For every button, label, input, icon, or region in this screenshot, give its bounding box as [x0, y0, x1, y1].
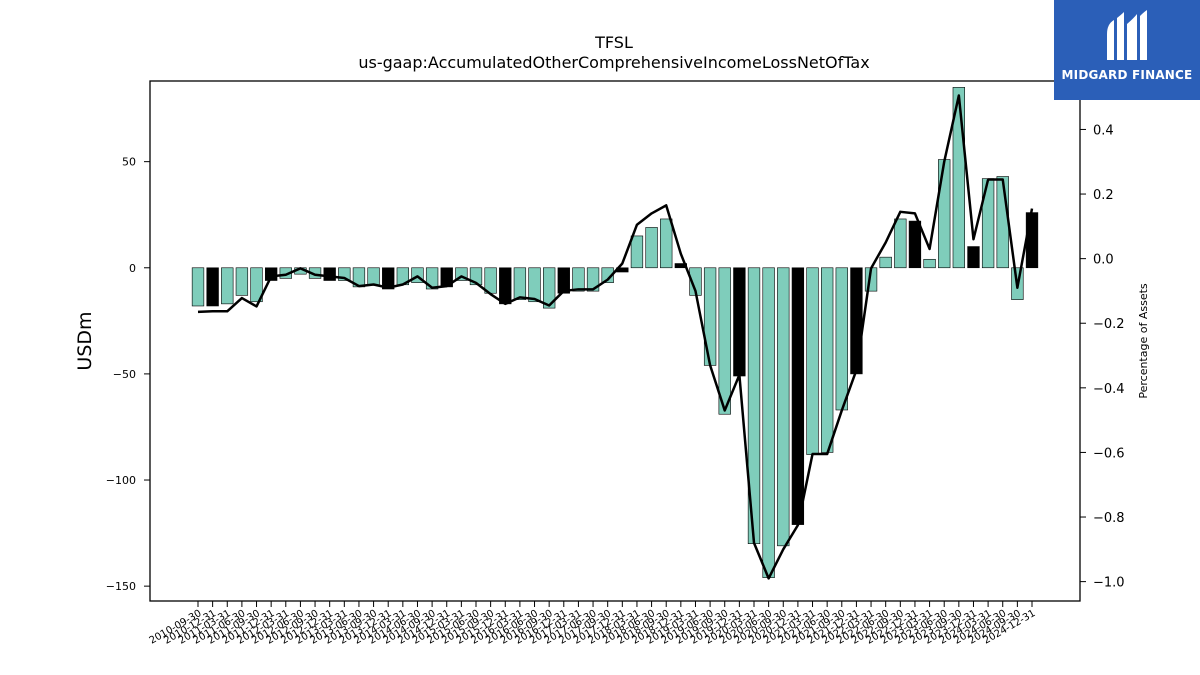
logo-mark-icon [1107, 10, 1147, 60]
bar-2021-03-31 [806, 267, 819, 455]
bar-2018-06-30 [645, 227, 658, 269]
bar-2015-12-31 [499, 267, 512, 305]
bar-2019-09-30 [718, 267, 731, 415]
bar-2011-09-30 [250, 267, 263, 303]
bar-2016-03-31 [513, 267, 527, 300]
y-right-tick-label: 0.2 [1093, 188, 1114, 203]
bar-2015-06-30 [469, 267, 483, 286]
y-right-tick-label: −0.2 [1093, 317, 1125, 332]
chart-title: TFSL [594, 33, 633, 52]
bar-2011-12-31 [265, 267, 278, 281]
bar-2016-09-30 [543, 267, 556, 309]
plot-frame [149, 80, 1081, 602]
y-axis-right-label: Percentage of Assets [1137, 283, 1150, 399]
bar-2020-06-30 [762, 267, 775, 578]
bar-2024-06-30 [996, 176, 1009, 269]
y-tick-label: −150 [106, 580, 136, 593]
logo-text: MIDGARD FINANCE [1061, 68, 1193, 82]
y-tick-label: −50 [113, 368, 136, 381]
bar-2011-03-31 [221, 267, 234, 305]
y-tick-label: −100 [106, 474, 136, 487]
bar-2022-12-31 [908, 220, 922, 269]
bar-2018-09-30 [660, 218, 673, 269]
bar-2014-09-30 [425, 267, 439, 290]
y-tick-label: 50 [122, 156, 136, 169]
y-right-tick-label: −0.4 [1093, 382, 1125, 397]
bar-2020-09-30 [777, 267, 790, 547]
bar-2019-12-31 [733, 267, 746, 377]
y-right-tick-label: 0.0 [1093, 253, 1114, 268]
bar-2023-09-30 [952, 87, 965, 269]
bar-2013-03-31 [338, 267, 351, 281]
bar-2023-12-31 [967, 246, 980, 269]
bar-2015-03-31 [455, 267, 468, 281]
bar-2022-09-30 [894, 218, 907, 269]
bar-2010-12-31 [206, 267, 219, 307]
bar-2022-06-30 [879, 256, 892, 269]
bar-2017-06-30 [586, 267, 600, 292]
bar-2023-03-31 [923, 258, 936, 269]
bar-2011-06-30 [235, 267, 249, 296]
y-tick-label: 0 [129, 262, 136, 275]
y-axis-right: −1.0 −0.8 −0.6 −0.4 −0.2 0.0 0.2 0.4 [1080, 123, 1125, 591]
y-right-tick-label: 0.4 [1093, 123, 1114, 138]
bar-2020-12-31 [791, 267, 805, 525]
bar-2017-03-31 [572, 267, 585, 292]
percent-of-assets-line [197, 94, 1034, 580]
bar-2016-06-30 [528, 267, 541, 303]
y-axis-label: USDm [74, 311, 96, 370]
bar-2013-12-31 [382, 267, 395, 290]
chart-subtitle: us-gaap:AccumulatedOtherComprehensiveInc… [358, 53, 869, 72]
bar-2017-09-30 [601, 267, 614, 283]
bar-2016-12-31 [557, 267, 570, 294]
bar-2013-09-30 [367, 267, 380, 286]
y-right-tick-label: −0.6 [1093, 446, 1125, 461]
bar-2023-06-30 [938, 159, 951, 269]
bar-2021-06-30 [821, 267, 834, 453]
bar-2010-09-30 [191, 267, 205, 307]
midgard-finance-logo: MIDGARD FINANCE [1054, 0, 1200, 100]
bars-layer [191, 87, 1039, 578]
y-right-tick-label: −1.0 [1093, 576, 1125, 591]
bar-2012-12-31 [323, 267, 336, 281]
bar-2021-12-31 [850, 267, 863, 375]
x-axis: 2010-09-302010-12-312011-03-312011-06-30… [148, 601, 1038, 647]
y-axis-left: −150 −100 −50 0 50 [106, 156, 150, 593]
bar-2024-12-31 [1025, 212, 1039, 269]
y-right-tick-label: −0.8 [1093, 511, 1125, 526]
bar-2021-09-30 [835, 267, 848, 411]
bar-2018-03-31 [630, 235, 644, 269]
